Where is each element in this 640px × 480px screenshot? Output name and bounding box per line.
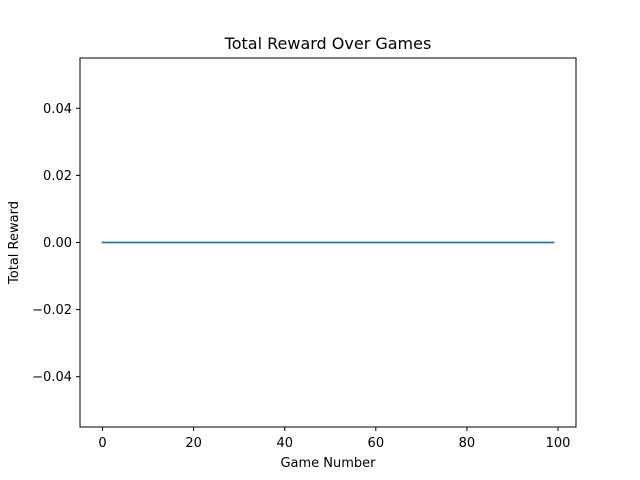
x-tick-label: 80 (459, 436, 476, 451)
chart-title: Total Reward Over Games (224, 34, 432, 53)
x-tick-label: 0 (98, 436, 106, 451)
y-axis-label: Total Reward (7, 201, 22, 285)
x-tick-label: 40 (276, 436, 293, 451)
y-axis: −0.04 −0.02 0.00 0.02 0.04 (32, 102, 80, 385)
y-tick-label: 0.00 (43, 236, 72, 251)
x-tick-label: 20 (185, 436, 202, 451)
y-tick-label: 0.02 (43, 169, 72, 184)
y-tick-label: −0.04 (32, 370, 72, 385)
plot-area-frame (79, 57, 577, 428)
x-axis-label: Game Number (280, 456, 376, 471)
x-axis: 0 20 40 60 80 100 (98, 427, 570, 451)
y-tick-label: 0.04 (43, 102, 72, 117)
y-tick-label: −0.02 (32, 303, 72, 318)
x-tick-label: 100 (546, 436, 571, 451)
x-tick-label: 60 (368, 436, 385, 451)
